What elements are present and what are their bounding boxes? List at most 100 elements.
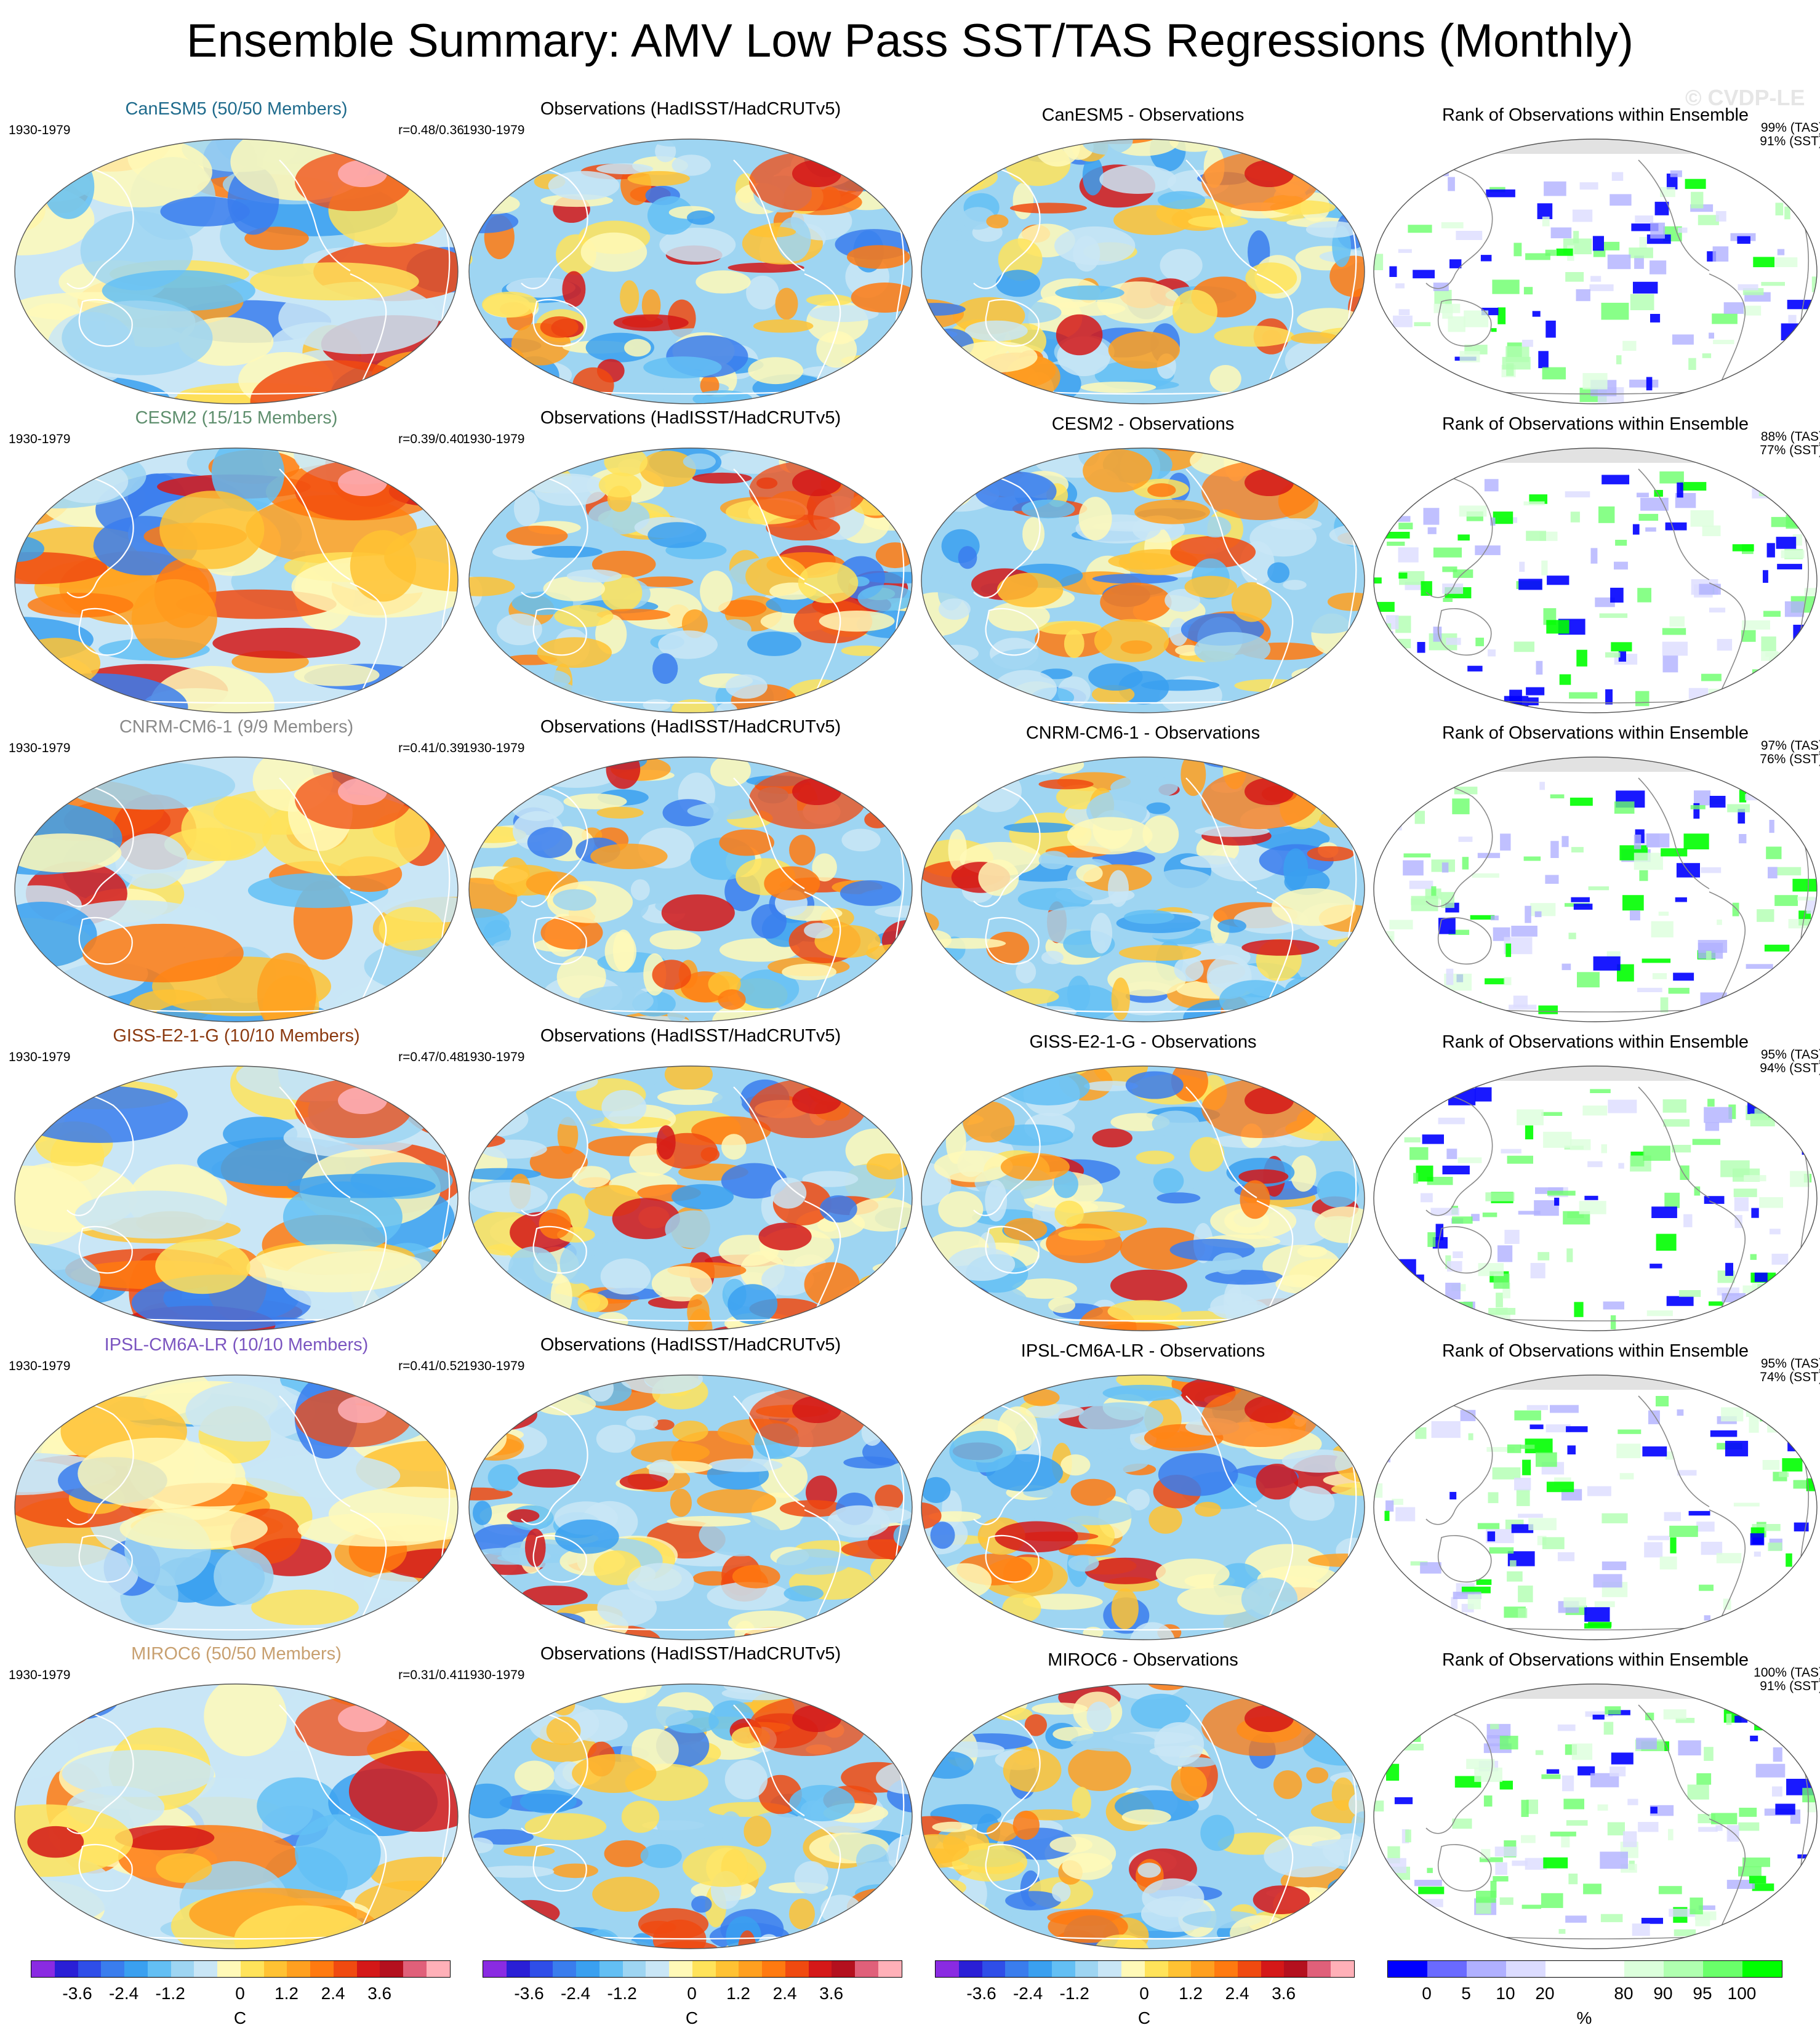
panel-obs-5: Observations (HadISST/HadCRUTv5) 1930-197… bbox=[463, 1643, 918, 1952]
map-model bbox=[9, 135, 464, 407]
map-model bbox=[9, 753, 464, 1025]
colorbar-observations-swatch bbox=[692, 1961, 716, 1977]
map-diff bbox=[915, 1062, 1371, 1334]
obs-title: Observations (HadISST/HadCRUTv5) bbox=[540, 1335, 841, 1355]
colorbar-rank-tick-label: 20 bbox=[1535, 1984, 1555, 2003]
colorbar-rank-swatch bbox=[1742, 1961, 1782, 1977]
model-title: MIROC6 (50/50 Members) bbox=[131, 1644, 342, 1664]
correlation-label: r=0.41/0.52 bbox=[398, 1359, 464, 1373]
colorbar-model-swatch bbox=[333, 1961, 357, 1977]
panel-obs-1: Observations (HadISST/HadCRUTv5) 1930-197… bbox=[463, 407, 918, 716]
obs-title: Observations (HadISST/HadCRUTv5) bbox=[540, 408, 841, 428]
map-obs bbox=[463, 1062, 918, 1334]
correlation-label: r=0.48/0.36 bbox=[398, 123, 464, 137]
colorbar-model-swatch bbox=[31, 1961, 55, 1977]
colorbar-model-swatch bbox=[427, 1961, 450, 1977]
correlation-label: r=0.47/0.48 bbox=[398, 1050, 464, 1064]
map-obs bbox=[463, 1371, 918, 1643]
colorbar-observations-swatch bbox=[646, 1961, 670, 1977]
colorbar-model-strip bbox=[31, 1960, 451, 1978]
colorbar-observations-unit: C bbox=[685, 2008, 699, 2027]
map-model bbox=[9, 1680, 464, 1952]
colorbar-observations-swatch bbox=[878, 1961, 902, 1977]
colorbar-model-swatch bbox=[78, 1961, 102, 1977]
colorbar-difference-tick-label: 2.4 bbox=[1225, 1984, 1249, 2003]
panel-diff-4: IPSL-CM6A-LR - Observations bbox=[915, 1334, 1371, 1643]
map-diff bbox=[915, 1680, 1371, 1952]
colorbar-rank-tick-label: 10 bbox=[1496, 1984, 1515, 2003]
map-diff bbox=[915, 753, 1371, 1025]
panel-diff-1: CESM2 - Observations bbox=[915, 407, 1371, 716]
map-obs bbox=[463, 1680, 918, 1952]
colorbar-observations-tick-label: 0 bbox=[687, 1984, 697, 2003]
rank-sst-label: 91% (SST) bbox=[1760, 134, 1820, 148]
period-label: 1930-1979 bbox=[9, 741, 71, 755]
colorbar-difference-swatch bbox=[1168, 1961, 1192, 1977]
colorbar-observations-swatch bbox=[669, 1961, 692, 1977]
obs-title: Observations (HadISST/HadCRUTv5) bbox=[540, 1644, 841, 1664]
rank-title: Rank of Observations within Ensemble bbox=[1441, 414, 1749, 434]
colorbar-rank-tick-label: 5 bbox=[1461, 1984, 1471, 2003]
map-model bbox=[9, 444, 464, 716]
colorbar-difference-swatch bbox=[1005, 1961, 1029, 1977]
map-obs bbox=[463, 135, 918, 407]
map-model bbox=[9, 1062, 464, 1334]
map-obs bbox=[463, 753, 918, 1025]
rank-sst-label: 76% (SST) bbox=[1760, 752, 1820, 766]
colorbar-rank-tick-label: 90 bbox=[1653, 1984, 1673, 2003]
panel-model-4: IPSL-CM6A-LR (10/10 Members) 1930-1979 r=0… bbox=[9, 1334, 464, 1643]
colorbar-observations-swatch bbox=[506, 1961, 530, 1977]
colorbar-difference-swatch bbox=[1191, 1961, 1215, 1977]
colorbar-difference-tick-label: 1.2 bbox=[1179, 1984, 1203, 2003]
panel-rank-1: Rank of Observations within Ensemble 88% … bbox=[1368, 407, 1820, 716]
difference-title: CanESM5 - Observations bbox=[1041, 105, 1245, 125]
colorbar-rank-swatch bbox=[1545, 1961, 1585, 1977]
correlation-label: r=0.31/0.41 bbox=[398, 1668, 464, 1682]
colorbar-observations-swatch bbox=[739, 1961, 763, 1977]
obs-title: Observations (HadISST/HadCRUTv5) bbox=[540, 717, 841, 737]
colorbar-model-swatch bbox=[403, 1961, 427, 1977]
panel-rank-2: Rank of Observations within Ensemble 97% … bbox=[1368, 716, 1820, 1025]
colorbar-model-tick-label: 1.2 bbox=[275, 1984, 299, 2003]
model-title: CESM2 (15/15 Members) bbox=[135, 408, 338, 428]
colorbar-observations-swatch bbox=[715, 1961, 739, 1977]
rank-title: Rank of Observations within Ensemble bbox=[1441, 1032, 1749, 1052]
colorbar-difference-swatch bbox=[1098, 1961, 1122, 1977]
panel-rank-3: Rank of Observations within Ensemble 95% … bbox=[1368, 1025, 1820, 1334]
map-rank bbox=[1368, 135, 1820, 407]
colorbar-difference-unit: C bbox=[1137, 2008, 1151, 2027]
model-title: GISS-E2-1-G (10/10 Members) bbox=[113, 1026, 360, 1046]
colorbar-model-tick-label: -1.2 bbox=[155, 1984, 185, 2003]
colorbar-observations-swatch bbox=[483, 1961, 507, 1977]
panel-model-3: GISS-E2-1-G (10/10 Members) 1930-1979 r=0.… bbox=[9, 1025, 464, 1334]
colorbar-difference-swatch bbox=[982, 1961, 1006, 1977]
map-diff bbox=[915, 135, 1371, 407]
rank-tas-label: 95% (TAS) bbox=[1760, 1357, 1820, 1371]
correlation-label: r=0.41/0.39 bbox=[398, 741, 464, 755]
colorbar-model-swatch bbox=[170, 1961, 194, 1977]
colorbar-observations-tick-label: -2.4 bbox=[560, 1984, 591, 2003]
rank-tas-label: 100% (TAS) bbox=[1754, 1666, 1820, 1680]
colorbar-rank-tick-label: 100 bbox=[1727, 1984, 1757, 2003]
period-label: 1930-1979 bbox=[463, 123, 525, 137]
colorbar-difference-swatch bbox=[1144, 1961, 1168, 1977]
map-obs bbox=[463, 444, 918, 716]
colorbar-observations-swatch bbox=[785, 1961, 809, 1977]
colorbar-observations: -3.6 -2.4 -1.2 0 1.2 2.4 3.6 C bbox=[483, 1960, 913, 2040]
colorbar-difference-tick-label: 0 bbox=[1139, 1984, 1149, 2003]
period-label: 1930-1979 bbox=[463, 1359, 525, 1373]
colorbar-model-swatch bbox=[217, 1961, 241, 1977]
colorbar-observations-tick-label: -1.2 bbox=[607, 1984, 637, 2003]
colorbar-model-swatch bbox=[101, 1961, 125, 1977]
colorbar-rank-swatch bbox=[1703, 1961, 1742, 1977]
colorbar-rank-tick-label: 80 bbox=[1614, 1984, 1634, 2003]
colorbar-difference-swatch bbox=[1237, 1961, 1261, 1977]
colorbar-rank-tick-label: 0 bbox=[1422, 1984, 1432, 2003]
colorbar-observations-tick-label: -3.6 bbox=[514, 1984, 544, 2003]
colorbar-difference-swatch bbox=[936, 1961, 959, 1977]
colorbar-difference-tick-label: 3.6 bbox=[1272, 1984, 1296, 2003]
rank-tas-label: 99% (TAS) bbox=[1760, 121, 1820, 135]
panel-rank-0: Rank of Observations within Ensemble 99% … bbox=[1368, 98, 1820, 407]
rank-tas-label: 88% (TAS) bbox=[1760, 430, 1820, 444]
colorbar-model-swatch bbox=[124, 1961, 148, 1977]
